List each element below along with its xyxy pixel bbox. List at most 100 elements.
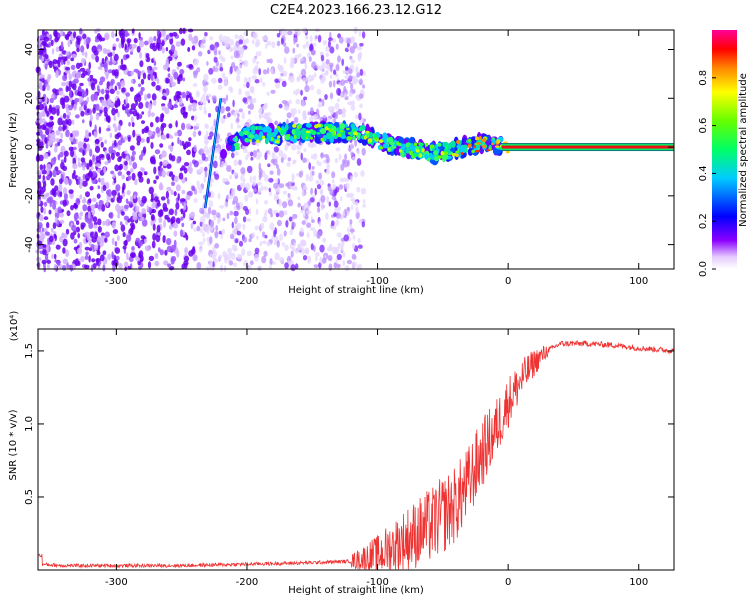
noise-blob	[58, 126, 63, 132]
noise-blob	[97, 204, 103, 210]
noise-blob	[48, 60, 53, 69]
noise-blob	[331, 171, 336, 179]
noise-blob	[158, 217, 163, 224]
noise-blob	[155, 175, 159, 180]
noise-blob	[208, 200, 214, 208]
ridge-blob	[382, 132, 388, 139]
noise-blob	[208, 154, 212, 159]
noise-blob	[180, 38, 186, 46]
noise-blob	[332, 183, 336, 190]
noise-blob	[120, 134, 123, 143]
noise-blob	[338, 153, 342, 161]
noise-blob	[60, 132, 63, 139]
noise-blob	[85, 191, 90, 198]
noise-blob	[202, 98, 207, 106]
noise-blob	[350, 204, 354, 211]
noise-blob	[178, 98, 183, 105]
noise-blob	[125, 92, 130, 97]
noise-blob	[81, 52, 85, 56]
ridge-blob	[333, 134, 339, 140]
noise-blob	[104, 32, 110, 40]
noise-blob	[259, 241, 262, 247]
noise-blob	[60, 145, 66, 154]
noise-blob	[115, 37, 120, 42]
ridge-blob	[495, 145, 500, 148]
noise-blob	[38, 154, 44, 162]
noise-blob	[333, 262, 338, 269]
noise-blob	[125, 54, 130, 59]
noise-blob	[103, 166, 107, 174]
noise-blob	[179, 167, 183, 172]
noise-blob	[257, 266, 262, 271]
noise-blob	[164, 249, 168, 256]
noise-blob	[175, 184, 181, 192]
ridge-blob	[253, 134, 260, 140]
noise-blob	[45, 142, 49, 149]
noise-blob	[341, 108, 347, 114]
noise-blob	[328, 80, 333, 88]
noise-blob	[111, 107, 116, 116]
noise-blob	[244, 194, 249, 202]
noise-blob	[152, 233, 157, 241]
noise-blob	[322, 114, 327, 119]
noise-blob	[275, 81, 280, 89]
noise-blob	[106, 98, 112, 106]
ridge-blob	[475, 149, 480, 153]
noise-blob	[166, 238, 172, 246]
noise-blob	[40, 34, 44, 40]
noise-blob	[306, 210, 312, 215]
noise-blob	[182, 106, 186, 111]
noise-blob	[159, 161, 163, 167]
noise-blob	[340, 91, 344, 99]
noise-blob	[43, 44, 46, 53]
noise-blob	[185, 194, 191, 201]
noise-blob	[106, 127, 111, 132]
noise-blob	[113, 69, 119, 77]
noise-blob	[46, 221, 50, 229]
noise-blob	[248, 110, 251, 115]
ridge-blob	[326, 132, 333, 140]
noise-blob	[151, 58, 154, 63]
noise-blob	[78, 176, 81, 185]
noise-blob	[290, 57, 295, 65]
noise-blob	[199, 104, 203, 111]
noise-blob	[114, 164, 120, 172]
ridge-blob	[262, 135, 266, 139]
noise-blob	[198, 188, 203, 194]
noise-blob	[211, 172, 214, 177]
noise-blob	[324, 70, 329, 76]
noise-blob	[311, 219, 315, 224]
noise-blob	[349, 228, 355, 233]
noise-blob	[258, 168, 263, 175]
noise-blob	[165, 77, 170, 84]
noise-blob	[233, 44, 237, 51]
noise-blob	[60, 41, 64, 50]
noise-blob	[219, 55, 224, 60]
noise-blob	[103, 106, 108, 114]
noise-blob	[322, 40, 328, 46]
noise-blob	[328, 37, 333, 42]
noise-blob	[246, 250, 252, 257]
noise-blob	[99, 170, 105, 176]
noise-blob	[96, 33, 102, 41]
noise-blob	[266, 40, 272, 46]
noise-blob	[48, 104, 53, 113]
noise-blob	[352, 235, 356, 240]
noise-blob	[98, 80, 103, 86]
noise-blob	[316, 64, 320, 70]
ridge-blob	[505, 150, 510, 154]
noise-blob	[77, 233, 80, 239]
noise-blob	[98, 126, 102, 134]
noise-blob	[291, 221, 296, 228]
noise-blob	[42, 181, 47, 188]
noise-blob	[183, 202, 187, 211]
noise-blob	[185, 123, 192, 130]
noise-blob	[145, 52, 150, 59]
noise-blob	[209, 36, 214, 41]
noise-blob	[177, 91, 182, 96]
noise-blob	[142, 72, 147, 80]
noise-blob	[212, 160, 218, 169]
noise-blob	[187, 104, 193, 112]
noise-blob	[83, 143, 87, 149]
